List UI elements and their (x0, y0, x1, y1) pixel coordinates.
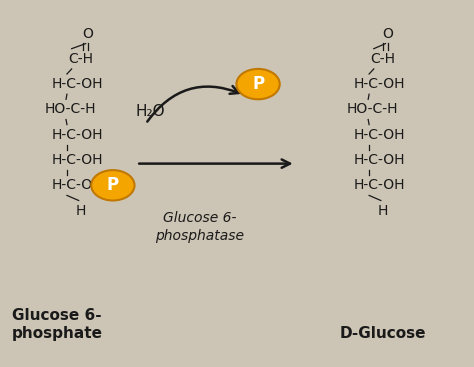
Text: O: O (82, 26, 93, 40)
Text: D-Glucose: D-Glucose (340, 326, 427, 341)
Text: O: O (382, 26, 393, 40)
Ellipse shape (91, 170, 135, 200)
Text: H-C-OH: H-C-OH (52, 128, 103, 142)
Text: P: P (252, 75, 264, 93)
Text: H-C-OH: H-C-OH (354, 153, 406, 167)
Text: Glucose 6-
phosphatase: Glucose 6- phosphatase (155, 211, 244, 243)
Text: H-C-O-: H-C-O- (52, 178, 98, 192)
Text: Glucose 6-
phosphate: Glucose 6- phosphate (12, 308, 103, 341)
Text: H-C-OH: H-C-OH (354, 128, 406, 142)
Text: P: P (107, 176, 119, 194)
Text: H-C-OH: H-C-OH (52, 153, 103, 167)
Text: H-C-OH: H-C-OH (354, 178, 406, 192)
Text: C-H: C-H (68, 52, 93, 66)
Text: H: H (75, 204, 86, 218)
Text: HO-C-H: HO-C-H (347, 102, 399, 116)
Text: H-C-OH: H-C-OH (354, 77, 406, 91)
Text: HO-C-H: HO-C-H (45, 102, 96, 116)
Text: H: H (377, 204, 388, 218)
Text: C-H: C-H (371, 52, 395, 66)
Ellipse shape (237, 69, 280, 99)
Text: H₂O: H₂O (136, 104, 165, 119)
Text: H-C-OH: H-C-OH (52, 77, 103, 91)
